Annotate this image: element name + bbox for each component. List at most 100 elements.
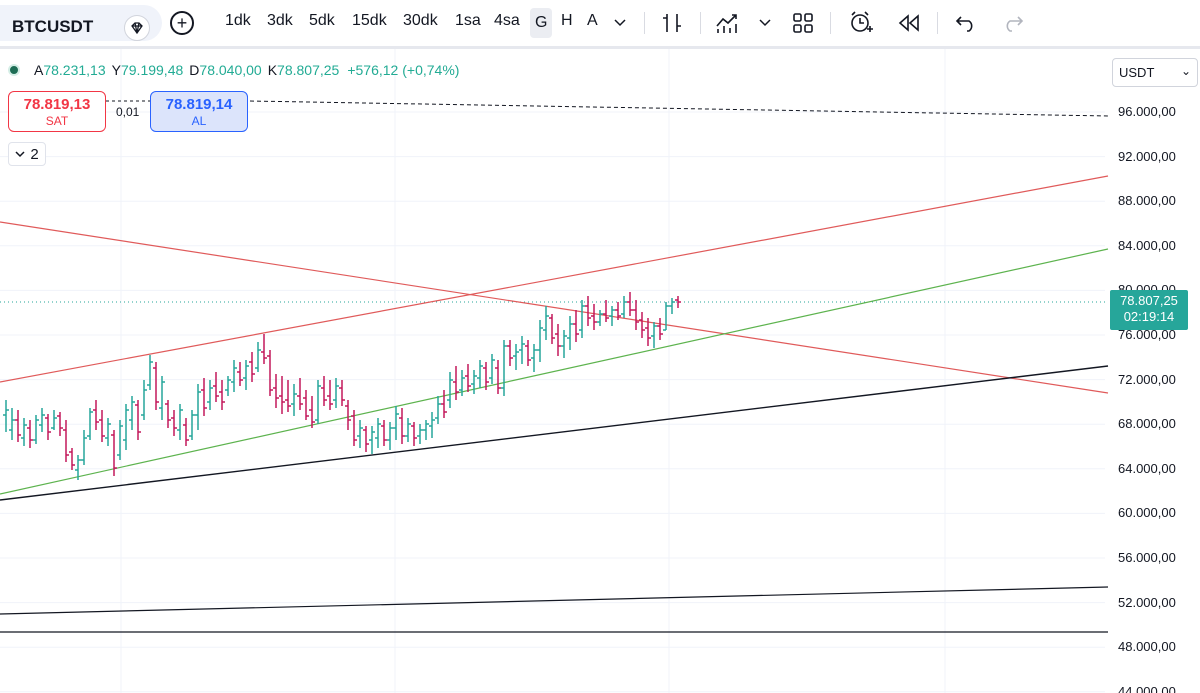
ohlc-bar — [387, 422, 393, 450]
ohlc-bar — [405, 418, 411, 442]
timeframe-4sa[interactable]: 4sa — [494, 12, 520, 29]
ohlc-bar — [663, 302, 669, 331]
low-key: D — [189, 62, 200, 78]
ohlc-bar — [123, 404, 129, 450]
top-toolbar: BTCUSDT + 1dk 3dk 5dk 15dk 30dk 1sa 4sa … — [0, 0, 1200, 46]
ohlc-bar — [195, 384, 201, 430]
ohlc-bar — [561, 330, 567, 358]
ohlc-bar — [639, 312, 645, 338]
timeframe-1sa[interactable]: 1sa — [455, 12, 481, 29]
ohlc-bar — [57, 412, 63, 436]
indicator-count: 2 — [30, 145, 39, 163]
buy-price: 78.819,14 — [165, 96, 233, 113]
price-axis-label: 44.000,00 — [1118, 683, 1176, 693]
toolbar-divider — [830, 12, 831, 34]
trendline-red-upper — [0, 175, 1109, 383]
ohlc-bar — [291, 384, 297, 416]
ohlc-bar — [423, 420, 429, 440]
timeframe-1dk[interactable]: 1dk — [225, 12, 251, 29]
ohlc-bar — [429, 412, 435, 438]
bar-countdown: 02:19:14 — [1123, 309, 1175, 324]
ohlc-bar — [489, 354, 495, 384]
ohlc-bar — [15, 410, 21, 442]
ohlc-bar — [93, 400, 99, 430]
price-chart[interactable] — [0, 49, 1200, 693]
toolbar-border — [0, 46, 1200, 49]
sell-button[interactable]: 78.819,13 SAT — [8, 91, 106, 132]
layout-icon[interactable] — [790, 10, 816, 36]
open-value: 78.231,13 — [43, 62, 106, 78]
ohlc-bar — [135, 400, 141, 440]
timeframe-G[interactable]: G — [530, 8, 553, 38]
collapse-indicators-button[interactable]: 2 — [8, 142, 46, 166]
high-key: Y — [111, 62, 121, 78]
ohlc-bar — [555, 324, 561, 356]
timeframe-30dk[interactable]: 30dk — [403, 12, 438, 29]
ohlc-bar — [249, 352, 255, 382]
ohlc-bar — [117, 420, 123, 460]
ohlc-bar — [477, 360, 483, 388]
price-axis-label: 92.000,00 — [1118, 148, 1176, 164]
ohlc-bar — [171, 410, 177, 436]
ohlc-bar — [51, 410, 57, 430]
ohlc-bar — [255, 342, 261, 372]
ohlc-bar — [369, 426, 375, 454]
sell-label: SAT — [45, 114, 69, 128]
trendline-green — [0, 248, 1109, 495]
diamond-icon[interactable] — [124, 15, 150, 41]
undo-icon[interactable] — [953, 10, 979, 36]
ohlc-bar — [273, 374, 279, 408]
ohlc-bar — [651, 322, 657, 348]
alert-icon[interactable] — [848, 10, 874, 36]
symbol-search[interactable]: BTCUSDT — [0, 5, 162, 41]
ohlc-bar — [411, 422, 417, 446]
add-symbol-icon[interactable]: + — [170, 11, 194, 35]
chevron-down-icon[interactable] — [607, 10, 633, 36]
timeframe-A[interactable]: A — [587, 12, 598, 29]
ohlc-bar — [375, 418, 381, 448]
ohlc-bar — [645, 318, 651, 346]
ohlc-bar — [159, 376, 165, 420]
buy-label: AL — [191, 114, 207, 128]
currency-select[interactable]: USDT ⌄ — [1112, 58, 1198, 87]
timeframe-H[interactable]: H — [561, 12, 573, 29]
ohlc-bar — [501, 340, 507, 396]
ohlc-bar — [573, 310, 579, 342]
replay-icon[interactable] — [896, 10, 922, 36]
market-status-icon[interactable] — [8, 64, 20, 76]
price-axis-label: 88.000,00 — [1118, 193, 1176, 209]
ohlc-bar — [669, 298, 675, 314]
indicators-icon[interactable] — [714, 10, 740, 36]
timeframe-15dk[interactable]: 15dk — [352, 12, 387, 29]
ohlc-bar — [9, 408, 15, 440]
ohlc-bar — [207, 380, 213, 410]
toolbar-divider — [644, 12, 645, 34]
buy-button[interactable]: 78.819,14 AL — [150, 91, 248, 132]
ohlc-bar — [435, 396, 441, 424]
ohlc-bar — [147, 355, 153, 390]
ohlc-bar — [441, 390, 447, 418]
chevron-down-icon — [15, 150, 25, 157]
ohlc-bar — [579, 300, 585, 338]
timeframe-3dk[interactable]: 3dk — [267, 12, 293, 29]
ohlc-bar — [189, 410, 195, 440]
redo-icon[interactable] — [1000, 10, 1026, 36]
ohlc-bar — [351, 410, 357, 446]
currency-value: USDT — [1119, 65, 1155, 80]
ohlc-bar — [105, 418, 111, 446]
price-axis-label: 76.000,00 — [1118, 327, 1176, 342]
bar-style-icon[interactable] — [658, 10, 684, 36]
ohlc-bar — [279, 376, 285, 414]
ohlc-bar — [261, 334, 267, 364]
ohlc-bar — [33, 415, 39, 444]
ohlc-bar — [75, 455, 81, 480]
ohlc-bar — [519, 336, 525, 364]
ohlc-bar — [627, 292, 633, 316]
ohlc-bar — [69, 448, 75, 470]
high-value: 79.199,48 — [120, 62, 184, 78]
price-axis-label: 72.000,00 — [1118, 371, 1176, 387]
ohlc-bar — [465, 364, 471, 392]
symbol-label: BTCUSDT — [12, 17, 94, 36]
timeframe-5dk[interactable]: 5dk — [309, 12, 335, 29]
chevron-down-icon[interactable] — [752, 10, 778, 36]
